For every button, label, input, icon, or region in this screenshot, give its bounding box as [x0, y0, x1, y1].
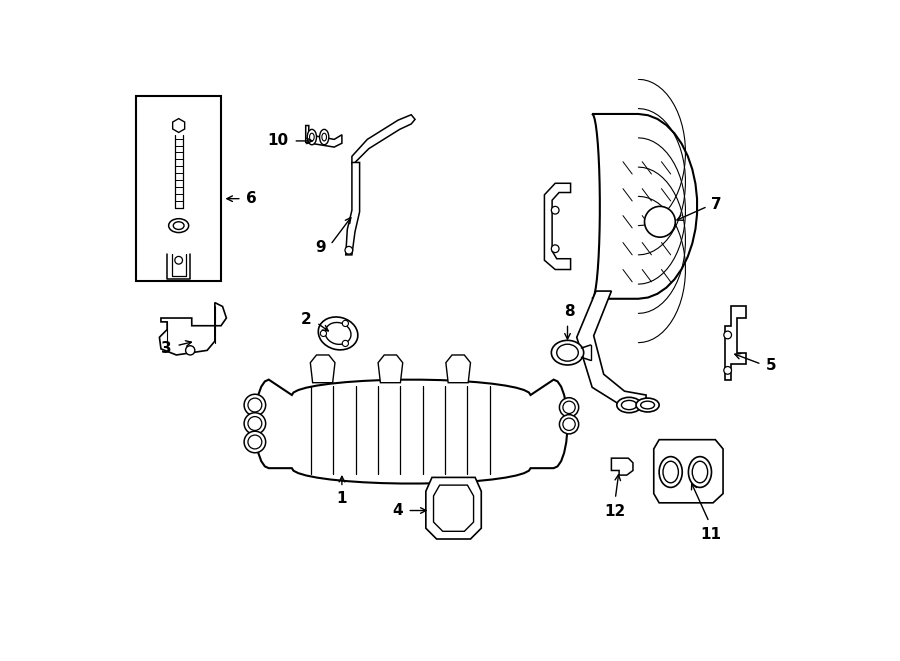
Ellipse shape — [557, 344, 579, 361]
Ellipse shape — [244, 412, 266, 434]
Polygon shape — [310, 355, 335, 383]
Text: 9: 9 — [315, 240, 326, 254]
Ellipse shape — [174, 222, 184, 229]
Ellipse shape — [248, 398, 262, 412]
Ellipse shape — [659, 457, 682, 487]
Ellipse shape — [244, 431, 266, 453]
Circle shape — [345, 247, 353, 254]
Circle shape — [724, 367, 732, 374]
Ellipse shape — [636, 398, 659, 412]
Text: 1: 1 — [337, 491, 347, 506]
Polygon shape — [306, 126, 342, 147]
Circle shape — [552, 206, 559, 214]
Ellipse shape — [310, 134, 314, 141]
Polygon shape — [426, 477, 482, 539]
Ellipse shape — [322, 134, 327, 141]
Polygon shape — [352, 115, 415, 164]
Text: 6: 6 — [246, 191, 256, 206]
Text: 3: 3 — [161, 340, 172, 356]
Ellipse shape — [325, 323, 351, 344]
Ellipse shape — [320, 130, 328, 145]
Ellipse shape — [663, 461, 679, 483]
Ellipse shape — [621, 401, 637, 410]
Polygon shape — [592, 114, 698, 299]
Circle shape — [185, 346, 194, 355]
Circle shape — [644, 206, 675, 237]
Polygon shape — [255, 379, 567, 483]
Text: 10: 10 — [267, 134, 289, 149]
Ellipse shape — [168, 219, 189, 233]
Circle shape — [342, 340, 348, 346]
Ellipse shape — [248, 416, 262, 430]
Text: 8: 8 — [563, 304, 574, 319]
Text: 5: 5 — [765, 358, 776, 373]
Ellipse shape — [616, 397, 642, 412]
Ellipse shape — [560, 398, 579, 417]
Polygon shape — [577, 291, 646, 410]
Polygon shape — [544, 183, 571, 270]
Text: 7: 7 — [712, 198, 722, 212]
Ellipse shape — [562, 401, 575, 414]
Polygon shape — [434, 485, 473, 531]
Circle shape — [552, 245, 559, 253]
Circle shape — [320, 330, 327, 336]
Ellipse shape — [641, 401, 654, 409]
Polygon shape — [446, 355, 471, 383]
Polygon shape — [611, 458, 633, 475]
Polygon shape — [159, 303, 227, 355]
Ellipse shape — [319, 317, 358, 350]
Ellipse shape — [552, 340, 584, 365]
Polygon shape — [724, 307, 746, 379]
Ellipse shape — [560, 414, 579, 434]
Circle shape — [724, 331, 732, 339]
Circle shape — [175, 256, 183, 264]
Polygon shape — [173, 118, 184, 132]
Bar — [136, 97, 221, 281]
Text: 2: 2 — [302, 312, 312, 327]
Circle shape — [342, 321, 348, 327]
Text: 12: 12 — [605, 504, 626, 520]
Polygon shape — [378, 355, 402, 383]
Ellipse shape — [307, 130, 317, 145]
Ellipse shape — [248, 435, 262, 449]
Text: 4: 4 — [392, 503, 402, 518]
Text: 11: 11 — [700, 527, 721, 543]
Ellipse shape — [562, 418, 575, 430]
Polygon shape — [653, 440, 723, 503]
Ellipse shape — [688, 457, 712, 487]
Ellipse shape — [244, 394, 266, 416]
Ellipse shape — [692, 461, 707, 483]
Polygon shape — [346, 163, 360, 255]
